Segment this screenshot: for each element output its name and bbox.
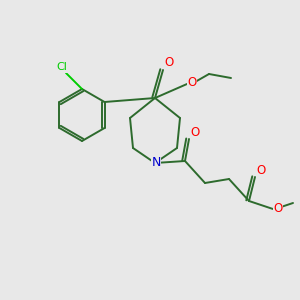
Text: O: O bbox=[164, 56, 174, 70]
Text: O: O bbox=[273, 202, 283, 214]
Text: O: O bbox=[188, 76, 196, 89]
Text: Cl: Cl bbox=[57, 62, 68, 72]
Text: O: O bbox=[256, 164, 266, 176]
Text: N: N bbox=[151, 155, 161, 169]
Text: O: O bbox=[190, 125, 200, 139]
